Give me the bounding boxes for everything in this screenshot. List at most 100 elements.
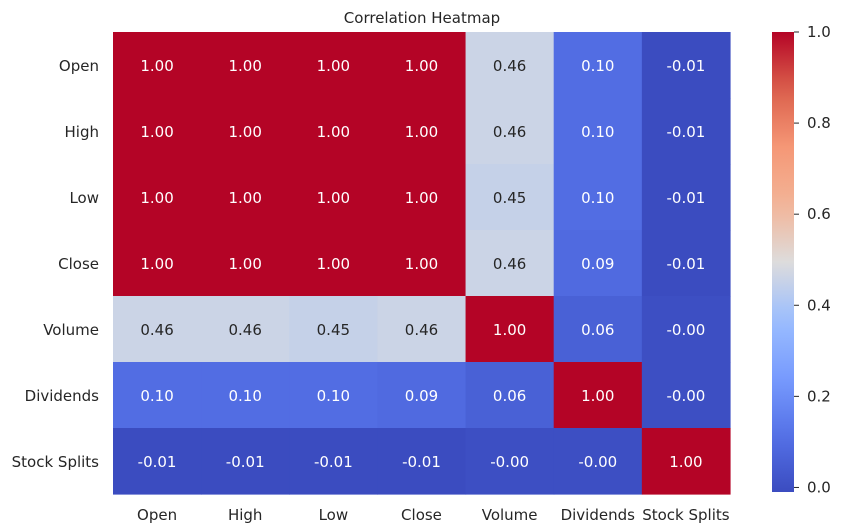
heatmap-cell-label-r6-c0: -0.01 bbox=[138, 453, 177, 471]
heatmap-cell-r3-c2 bbox=[289, 230, 379, 297]
y-tick-label-5: Dividends bbox=[25, 387, 100, 405]
heatmap-cell-r4-c4 bbox=[465, 296, 555, 363]
heatmap-cell-r2-c5 bbox=[553, 164, 643, 231]
heatmap-cell-r1-c6 bbox=[641, 98, 731, 165]
colorbar-tick-label-1: 0.2 bbox=[807, 387, 831, 405]
heatmap-cell-r3-c1 bbox=[201, 230, 290, 297]
heatmap-cell-label-r3-c2: 1.00 bbox=[317, 255, 350, 273]
heatmap-cell-label-r4-c1: 0.46 bbox=[229, 321, 262, 339]
heatmap-cell-label-r2-c2: 1.00 bbox=[317, 189, 350, 207]
heatmap-cell-label-r6-c4: -0.00 bbox=[490, 453, 529, 471]
y-tick-label-4: Volume bbox=[43, 321, 99, 339]
heatmap-cell-r6-c0 bbox=[113, 428, 202, 495]
colorbar-tick-label-5: 1.0 bbox=[807, 23, 831, 41]
heatmap-cell-label-r4-c5: 0.06 bbox=[581, 321, 614, 339]
heatmap-cell-r2-c1 bbox=[201, 164, 290, 231]
heatmap-cell-r1-c0 bbox=[113, 98, 202, 165]
heatmap-cell-label-r0-c3: 1.00 bbox=[405, 57, 438, 75]
x-tick-label-3: Close bbox=[401, 506, 442, 524]
heatmap-cell-label-r5-c2: 0.10 bbox=[317, 387, 350, 405]
colorbar-gradient bbox=[772, 32, 794, 492]
heatmap-cell-label-r2-c4: 0.45 bbox=[493, 189, 526, 207]
heatmap-cell-label-r0-c4: 0.46 bbox=[493, 57, 526, 75]
heatmap-cell-label-r3-c3: 1.00 bbox=[405, 255, 438, 273]
heatmap-cell-r0-c5 bbox=[553, 32, 643, 99]
x-tick-label-6: Stock Splits bbox=[642, 506, 730, 524]
heatmap-cell-r5-c2 bbox=[289, 362, 379, 429]
heatmap-cell-label-r4-c6: -0.00 bbox=[667, 321, 706, 339]
heatmap-cell-label-r2-c0: 1.00 bbox=[140, 189, 173, 207]
heatmap-cell-label-r5-c3: 0.09 bbox=[405, 387, 438, 405]
heatmap-cell-r6-c4 bbox=[465, 428, 555, 495]
heatmap-cell-label-r2-c1: 1.00 bbox=[229, 189, 262, 207]
heatmap-cell-label-r3-c1: 1.00 bbox=[229, 255, 262, 273]
heatmap-cell-r4-c2 bbox=[289, 296, 379, 363]
heatmap-cell-label-r5-c4: 0.06 bbox=[493, 387, 526, 405]
heatmap-cell-labels: 1.00 1.00 1.00 1.00 0.46 0.10 -0.01 1.00 1.00 1.0… bbox=[138, 57, 706, 471]
y-tick-label-2: Low bbox=[69, 189, 99, 207]
colorbar-tick-label-4: 0.8 bbox=[807, 114, 831, 132]
heatmap-cell-r0-c3 bbox=[377, 32, 467, 99]
heatmap-cell-label-r3-c6: -0.01 bbox=[667, 255, 706, 273]
heatmap-cell-r4-c1 bbox=[201, 296, 290, 363]
heatmap-cell-r2-c0 bbox=[113, 164, 202, 231]
heatmap-cell-label-r0-c1: 1.00 bbox=[229, 57, 262, 75]
heatmap-cell-r3-c0 bbox=[113, 230, 202, 297]
heatmap-cell-label-r4-c0: 0.46 bbox=[140, 321, 173, 339]
heatmap-cell-r0-c1 bbox=[201, 32, 290, 99]
heatmap-cell-r0-c0 bbox=[113, 32, 202, 99]
y-axis-tick-labels: Open High Low Close Volume Dividends Stock Spl… bbox=[12, 57, 100, 471]
heatmap-cell-label-r4-c4: 1.00 bbox=[493, 321, 526, 339]
heatmap-cell-r5-c1 bbox=[201, 362, 290, 429]
heatmap-cell-label-r3-c4: 0.46 bbox=[493, 255, 526, 273]
heatmap-cell-label-r1-c1: 1.00 bbox=[229, 123, 262, 141]
heatmap-cell-label-r5-c6: -0.00 bbox=[667, 387, 706, 405]
heatmap-cell-label-r6-c5: -0.00 bbox=[578, 453, 617, 471]
heatmap-cell-r1-c4 bbox=[465, 98, 555, 165]
heatmap-cell-r0-c4 bbox=[465, 32, 555, 99]
heatmap-cell-label-r6-c1: -0.01 bbox=[226, 453, 265, 471]
y-tick-label-1: High bbox=[65, 123, 99, 141]
heatmap-cell-r1-c5 bbox=[553, 98, 643, 165]
y-tick-label-0: Open bbox=[59, 57, 99, 75]
chart-title: Correlation Heatmap bbox=[344, 9, 500, 27]
heatmap-cell-label-r1-c0: 1.00 bbox=[140, 123, 173, 141]
x-tick-label-4: Volume bbox=[482, 506, 538, 524]
heatmap-cell-label-r1-c3: 1.00 bbox=[405, 123, 438, 141]
heatmap-cell-label-r1-c2: 1.00 bbox=[317, 123, 350, 141]
heatmap-cell-r1-c2 bbox=[289, 98, 379, 165]
heatmap-cell-r5-c5 bbox=[553, 362, 643, 429]
heatmap-cell-r2-c6 bbox=[641, 164, 731, 231]
x-axis-tick-labels: Open High Low Close Volume Dividends Stock Spl… bbox=[137, 506, 730, 524]
colorbar-tick-label-2: 0.4 bbox=[807, 296, 831, 314]
heatmap-cell-r2-c4 bbox=[465, 164, 555, 231]
heatmap-cell-r2-c3 bbox=[377, 164, 467, 231]
heatmap-cell-label-r4-c2: 0.45 bbox=[317, 321, 350, 339]
x-tick-label-5: Dividends bbox=[561, 506, 636, 524]
heatmap-cell-r3-c4 bbox=[465, 230, 555, 297]
heatmap-cell-label-r3-c5: 0.09 bbox=[581, 255, 614, 273]
x-tick-label-0: Open bbox=[137, 506, 177, 524]
heatmap-cell-label-r6-c3: -0.01 bbox=[402, 453, 441, 471]
y-tick-label-6: Stock Splits bbox=[12, 453, 100, 471]
heatmap-cell-label-r4-c3: 0.46 bbox=[405, 321, 438, 339]
colorbar: 0.0 0.2 0.4 0.6 0.8 1.0 bbox=[772, 23, 831, 496]
heatmap-cell-label-r0-c6: -0.01 bbox=[667, 57, 706, 75]
heatmap-cell-r4-c5 bbox=[553, 296, 643, 363]
heatmap-cell-r6-c3 bbox=[377, 428, 467, 495]
heatmap-cell-r5-c4 bbox=[465, 362, 555, 429]
heatmap-cell-r5-c3 bbox=[377, 362, 467, 429]
heatmap-cell-label-r2-c5: 0.10 bbox=[581, 189, 614, 207]
heatmap-cell-label-r6-c6: 1.00 bbox=[669, 453, 702, 471]
heatmap-cell-r1-c1 bbox=[201, 98, 290, 165]
heatmap-cell-r5-c6 bbox=[641, 362, 731, 429]
heatmap-cell-r4-c3 bbox=[377, 296, 467, 363]
heatmap-cell-r2-c2 bbox=[289, 164, 379, 231]
heatmap-cell-label-r3-c0: 1.00 bbox=[140, 255, 173, 273]
heatmap-cell-r4-c0 bbox=[113, 296, 202, 363]
heatmap-cells bbox=[113, 32, 731, 495]
heatmap-cell-r1-c3 bbox=[377, 98, 467, 165]
heatmap-cell-label-r2-c3: 1.00 bbox=[405, 189, 438, 207]
heatmap-cell-r3-c5 bbox=[553, 230, 643, 297]
